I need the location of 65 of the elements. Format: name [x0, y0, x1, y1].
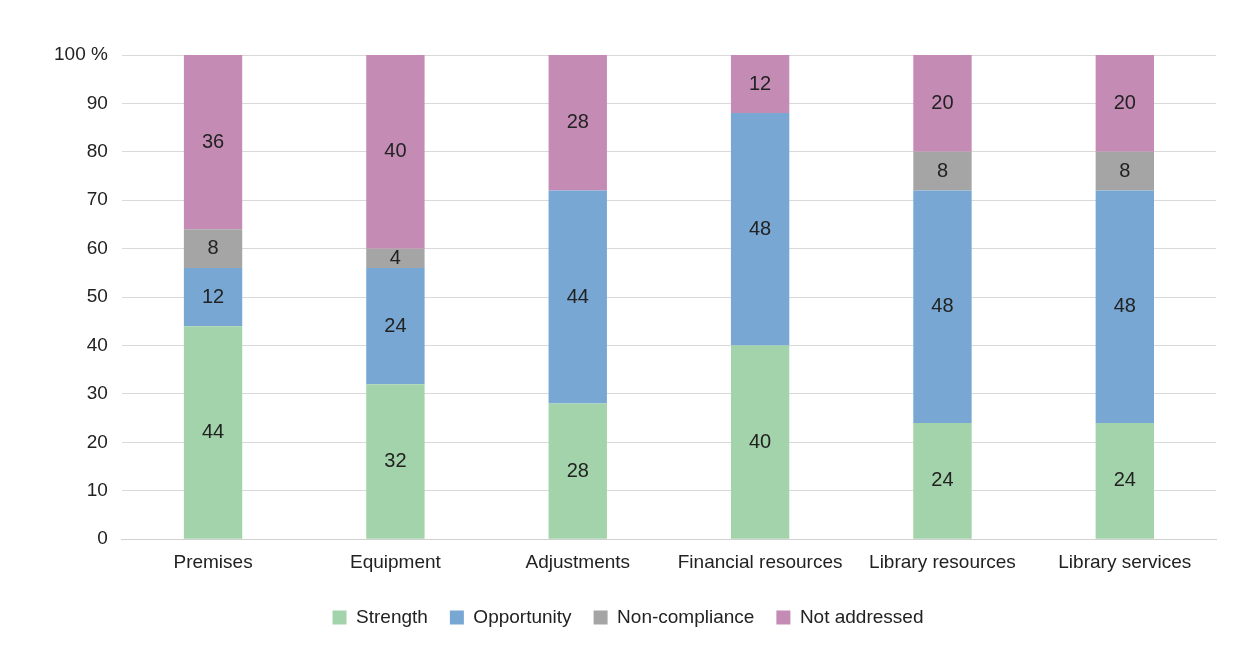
data-label: 44: [566, 284, 589, 307]
y-tick-label: 100 %: [54, 43, 108, 65]
data-label: 12: [748, 71, 772, 94]
data-label: 20: [1113, 90, 1136, 113]
data-label: 24: [931, 468, 954, 491]
data-label: 24: [384, 313, 407, 336]
data-label: 48: [1113, 294, 1136, 317]
bar: [366, 55, 425, 249]
bar: [913, 55, 972, 152]
bar: [548, 403, 607, 539]
legend-label: Not addressed: [799, 605, 924, 627]
bar: [366, 268, 425, 385]
data-label: 44: [201, 419, 225, 442]
data-label: 28: [566, 458, 589, 481]
bar: [913, 422, 972, 539]
y-tick-label: 10: [86, 479, 108, 501]
y-tick-label: 50: [86, 285, 108, 307]
y-tick-label: 0: [97, 527, 108, 549]
bar: [730, 113, 790, 346]
data-label: 4: [389, 245, 401, 268]
bar: [1095, 55, 1154, 152]
bar: [183, 268, 243, 327]
y-tick-label: 20: [86, 430, 108, 452]
bar: [183, 326, 243, 539]
data-label: 12: [201, 284, 225, 307]
legend-label: Opportunity: [473, 605, 573, 627]
y-tick-label: 40: [86, 333, 108, 355]
bar: [730, 55, 790, 114]
data-label: 8: [1119, 158, 1131, 181]
y-tick-label: 60: [86, 236, 108, 258]
legend-label: Strength: [356, 605, 428, 627]
y-tick-label: 70: [86, 188, 108, 210]
bar: [366, 248, 425, 269]
bar: [548, 190, 607, 404]
data-label: 40: [384, 139, 407, 162]
data-label: 8: [207, 236, 219, 259]
x-tick-label: Equipment: [349, 550, 442, 572]
data-label: 28: [566, 110, 589, 133]
data-label: 8: [936, 158, 949, 181]
bar: [183, 229, 243, 269]
x-tick-label: Library services: [1058, 550, 1192, 572]
bar: [913, 151, 972, 191]
y-tick-label: 80: [86, 140, 108, 162]
bar: [183, 55, 243, 230]
y-tick-label: 30: [86, 382, 108, 404]
y-tick-label: 90: [86, 91, 108, 113]
x-tick-label: Premises: [173, 550, 253, 572]
bar: [913, 190, 972, 423]
x-tick-label: Library resources: [869, 550, 1016, 572]
legend-label: Non-compliance: [617, 605, 755, 627]
bar: [548, 55, 607, 191]
data-label: 48: [931, 294, 954, 317]
data-label: 48: [748, 216, 772, 239]
data-label: 20: [931, 90, 954, 113]
data-label: 40: [748, 429, 772, 452]
bar: [1095, 151, 1154, 191]
data-label: 32: [384, 448, 407, 471]
bar: [366, 384, 425, 539]
x-tick-label: Adjustments: [525, 550, 631, 572]
x-tick-label: Financial resources: [677, 550, 843, 572]
bar: [1095, 422, 1154, 539]
data-label: 36: [201, 129, 225, 152]
bar: [730, 345, 790, 539]
data-label: 24: [1113, 468, 1136, 491]
bar: [1095, 190, 1154, 423]
